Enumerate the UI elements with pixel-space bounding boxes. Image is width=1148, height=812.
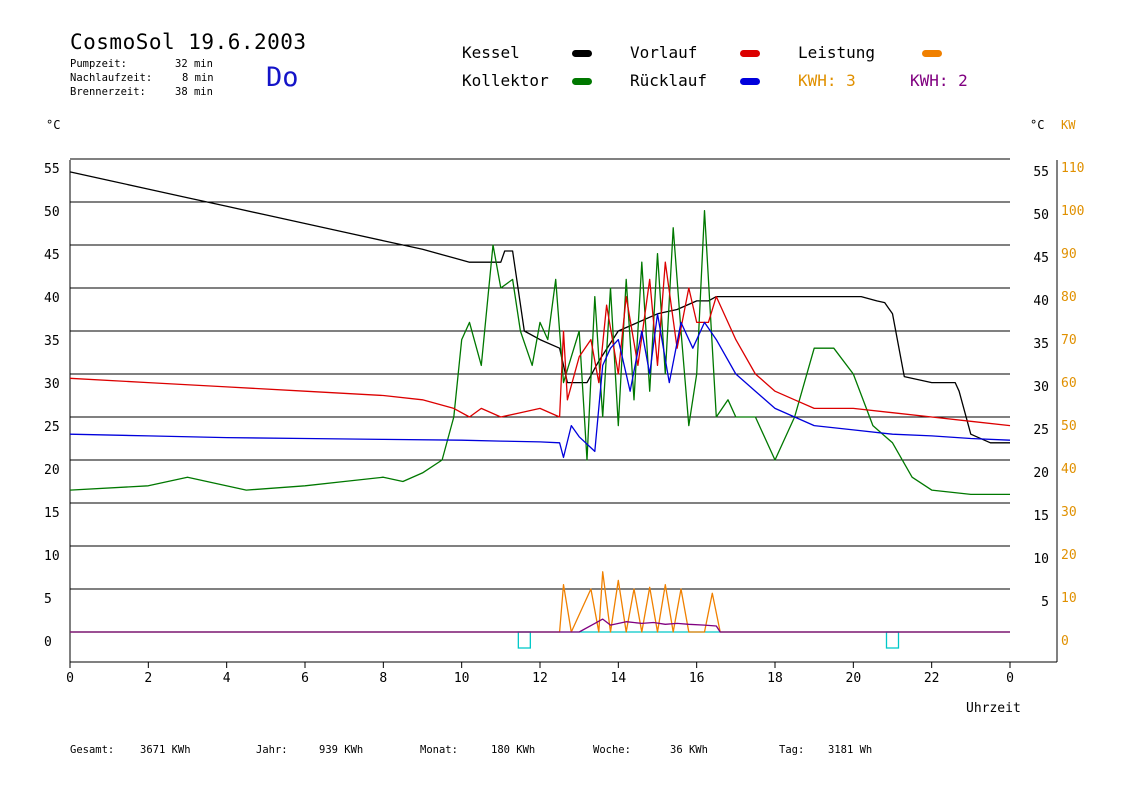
y-tick-label-right-kw: 90 (1061, 247, 1077, 262)
legend-vorlauf: Vorlauf (630, 43, 698, 62)
x-tick-label: 18 (767, 671, 783, 686)
x-tick-label: 4 (223, 671, 231, 686)
y-tick-label-left: 55 (44, 162, 60, 177)
right-axis-unit-c: °C (1030, 118, 1045, 132)
y-tick-label-right-c: 50 (1033, 208, 1049, 223)
series-line-kwh-2 (70, 618, 1010, 633)
y-tick-label-left: 50 (44, 205, 60, 220)
y-tick-label-left: 0 (44, 635, 52, 650)
series-line-vorlauf (69, 261, 1011, 427)
y-tick-label-right-kw: 40 (1061, 462, 1077, 477)
y-tick-label-left: 25 (44, 420, 60, 435)
x-tick-label: 12 (532, 671, 548, 686)
time-marker (885, 631, 900, 649)
y-tick-label-right-c: 25 (1033, 423, 1049, 438)
footer-label-woche: Woche: (593, 744, 631, 756)
y-tick-label-left: 10 (44, 549, 60, 564)
stat-value-brennerzeit: 38 min (175, 86, 213, 98)
y-tick-label-left: 35 (44, 334, 60, 349)
footer-label-tag: Tag: (779, 744, 805, 756)
y-tick-label-right-c: 35 (1033, 337, 1049, 352)
y-tick-label-right-c: 55 (1033, 165, 1049, 180)
y-tick-label-left: 5 (44, 592, 52, 607)
y-tick-label-right-kw: 60 (1061, 376, 1077, 391)
y-tick-label-right-kw: 30 (1061, 505, 1077, 520)
footer-label-jahr: Jahr: (256, 744, 288, 756)
x-tick-label: 2 (144, 671, 152, 686)
weekday-label: Do (266, 62, 299, 93)
legend-kollektor: Kollektor (462, 71, 549, 90)
y-tick-label-right-c: 45 (1033, 251, 1049, 266)
y-tick-label-right-c: 5 (1041, 595, 1049, 610)
x-tick-label: 20 (846, 671, 862, 686)
footer-value-gesamt: 3671 KWh (140, 744, 191, 756)
legend-ruecklauf: Rücklauf (630, 71, 708, 90)
stat-value-nachlaufzeit: 8 min (182, 72, 214, 84)
y-tick-label-right-kw: 80 (1061, 290, 1077, 305)
x-tick-label: 0 (1006, 671, 1014, 686)
time-marker (517, 631, 531, 649)
x-tick-label: 6 (301, 671, 309, 686)
y-tick-label-right-kw: 50 (1061, 419, 1077, 434)
y-tick-label-right-c: 20 (1033, 466, 1049, 481)
y-tick-label-right-kw: 10 (1061, 591, 1077, 606)
footer-label-monat: Monat: (420, 744, 458, 756)
footer-value-woche: 36 KWh (670, 744, 708, 756)
series-line-r-cklauf (69, 313, 1011, 459)
legend-kwh-purple: KWH: 2 (910, 71, 968, 90)
y-tick-label-right-kw: 0 (1061, 634, 1069, 649)
series-line-leistung (70, 571, 1010, 633)
x-tick-label: 22 (924, 671, 940, 686)
footer-value-jahr: 939 KWh (319, 744, 364, 756)
stat-value-pumpzeit: 32 min (175, 58, 213, 70)
y-tick-label-right-kw: 70 (1061, 333, 1077, 348)
left-axis-unit: °C (46, 118, 61, 132)
x-tick-label: 0 (66, 671, 74, 686)
x-tick-label: 10 (454, 671, 470, 686)
series-line-kollektor (69, 209, 1010, 496)
y-tick-label-right-c: 40 (1033, 294, 1049, 309)
series-line-kessel (69, 171, 1010, 444)
stat-label-brennerzeit: Brennerzeit: (70, 86, 146, 98)
y-tick-label-right-c: 10 (1033, 552, 1049, 567)
stat-label-nachlaufzeit: Nachlaufzeit: (70, 72, 153, 84)
footer-label-gesamt: Gesamt: (70, 744, 115, 756)
x-tick-label: 14 (611, 671, 627, 686)
y-tick-label-right-kw: 110 (1061, 161, 1084, 176)
chart-title: CosmoSol 19.6.2003 (70, 30, 307, 54)
footer-value-tag: 3181 Wh (828, 744, 873, 756)
y-tick-label-left: 40 (44, 291, 60, 306)
y-tick-label-left: 30 (44, 377, 60, 392)
legend-swatch-kollektor (572, 78, 592, 85)
legend-leistung: Leistung (798, 43, 876, 62)
legend-swatch-vorlauf (740, 50, 760, 57)
legend-swatch-ruecklauf (740, 78, 760, 85)
x-tick-label: 8 (379, 671, 387, 686)
y-tick-label-left: 15 (44, 506, 60, 521)
chart-series (69, 171, 1011, 633)
stat-label-pumpzeit: Pumpzeit: (70, 58, 127, 70)
y-tick-label-right-c: 30 (1033, 380, 1049, 395)
y-tick-label-right-kw: 20 (1061, 548, 1077, 563)
y-tick-label-right-c: 15 (1033, 509, 1049, 524)
legend-swatch-kessel (572, 50, 592, 57)
y-tick-label-left: 45 (44, 248, 60, 263)
chart-ticks: 0 2 4 6 8 10 12 14 16 18 20 22 005101520253035404550… (44, 161, 1084, 686)
legend-kwh-orange: KWH: 3 (798, 71, 856, 90)
right-axis-unit-kw: KW (1061, 118, 1076, 132)
footer-value-monat: 180 KWh (491, 744, 536, 756)
y-tick-label-right-kw: 100 (1061, 204, 1084, 219)
x-axis-label: Uhrzeit (966, 701, 1021, 716)
y-tick-label-left: 20 (44, 463, 60, 478)
x-tick-label: 16 (689, 671, 705, 686)
legend-kessel: Kessel (462, 43, 520, 62)
legend-swatch-leistung (922, 50, 942, 57)
